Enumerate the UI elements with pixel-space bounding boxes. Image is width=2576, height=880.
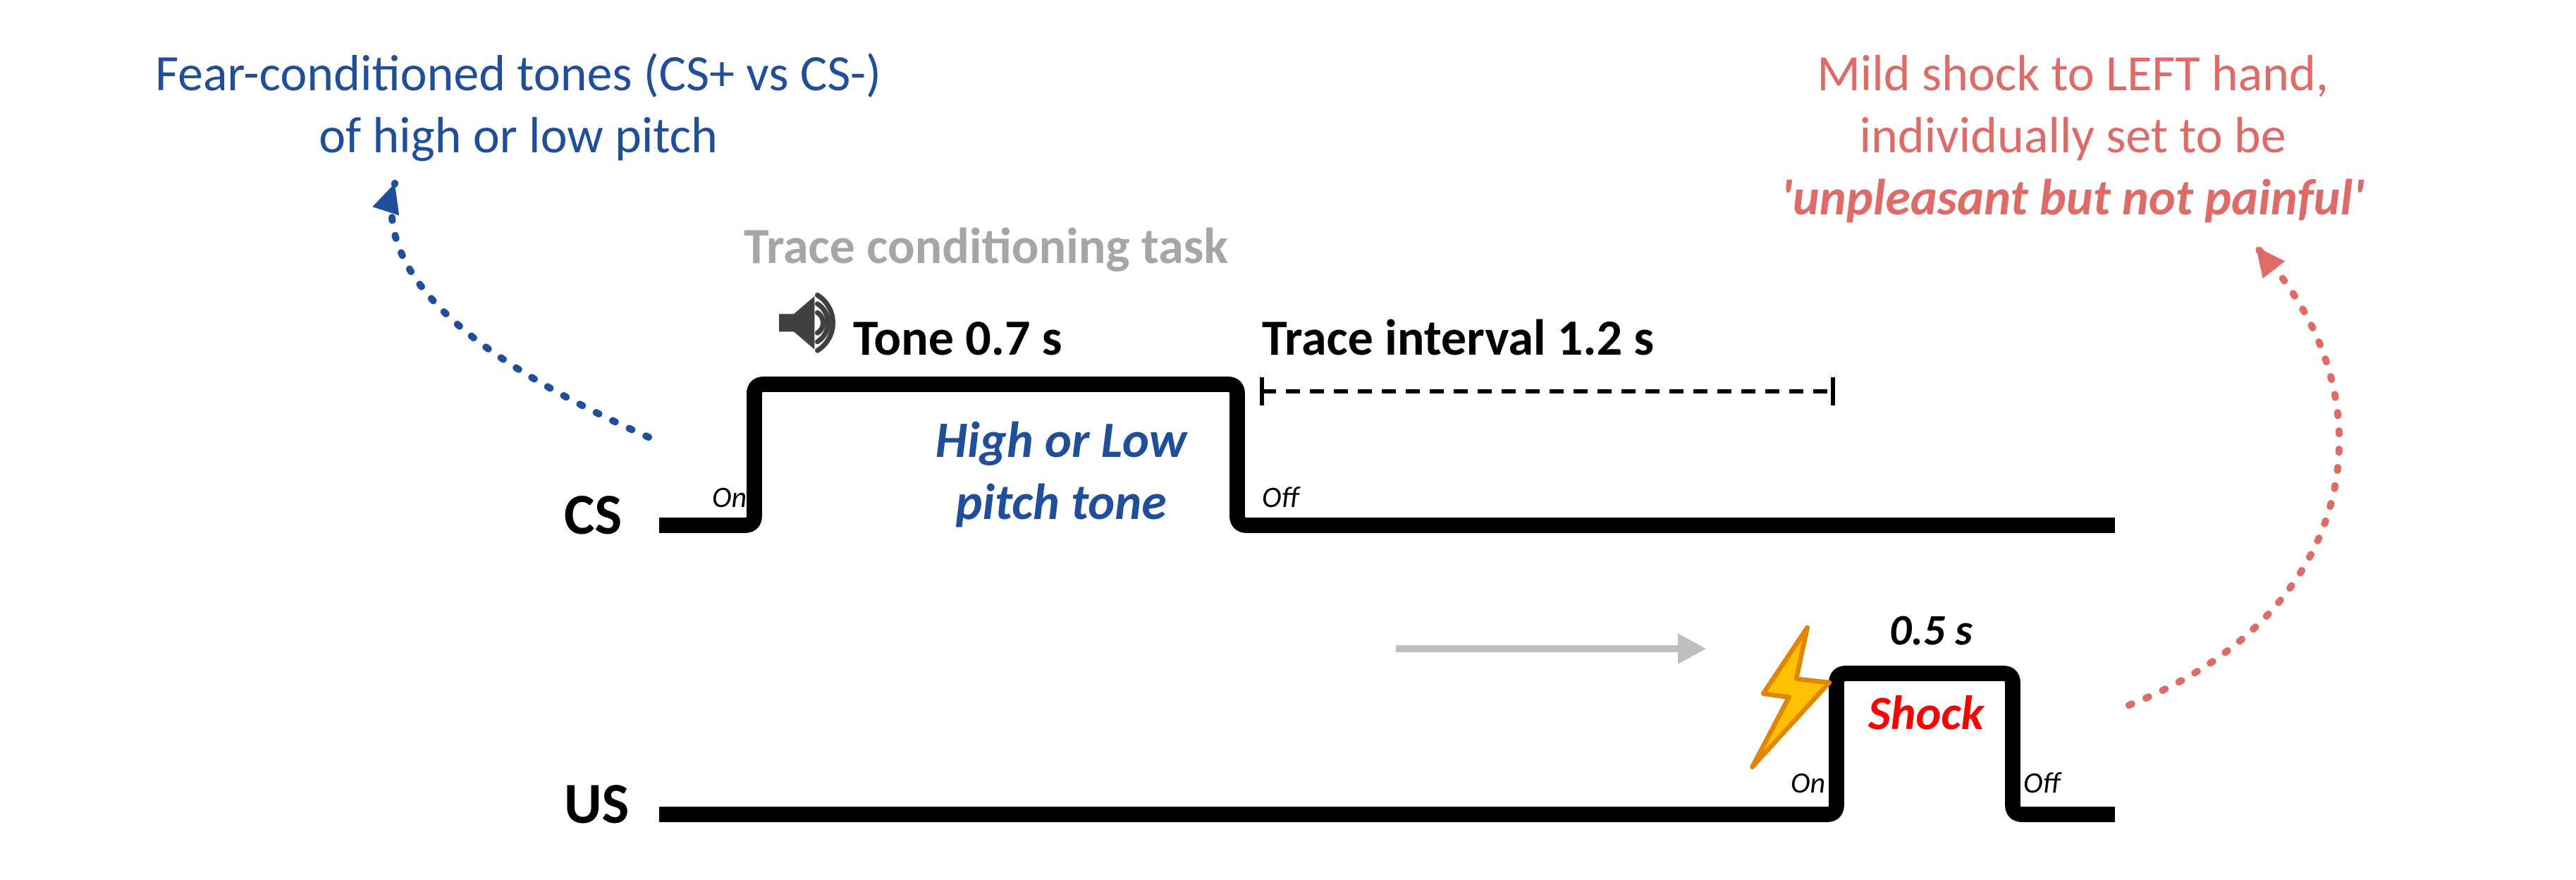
cs-caption-arrow-shaft — [392, 183, 649, 437]
cs-caption-arrow-head — [372, 183, 399, 216]
us-signal-path — [659, 673, 2115, 814]
us-caption-arrow-shaft — [2129, 247, 2339, 705]
cs-to-us-arrow-head — [1678, 633, 1706, 664]
us-caption-arrow-head — [2256, 247, 2285, 279]
cs-signal-path — [659, 384, 2115, 525]
diagram-svg — [0, 0, 2576, 880]
diagram-root: Fear-conditioned tones (CS+ vs CS-) of h… — [0, 0, 2576, 880]
lightning-bolt-icon — [1753, 628, 1829, 767]
speaker-icon — [779, 295, 833, 351]
